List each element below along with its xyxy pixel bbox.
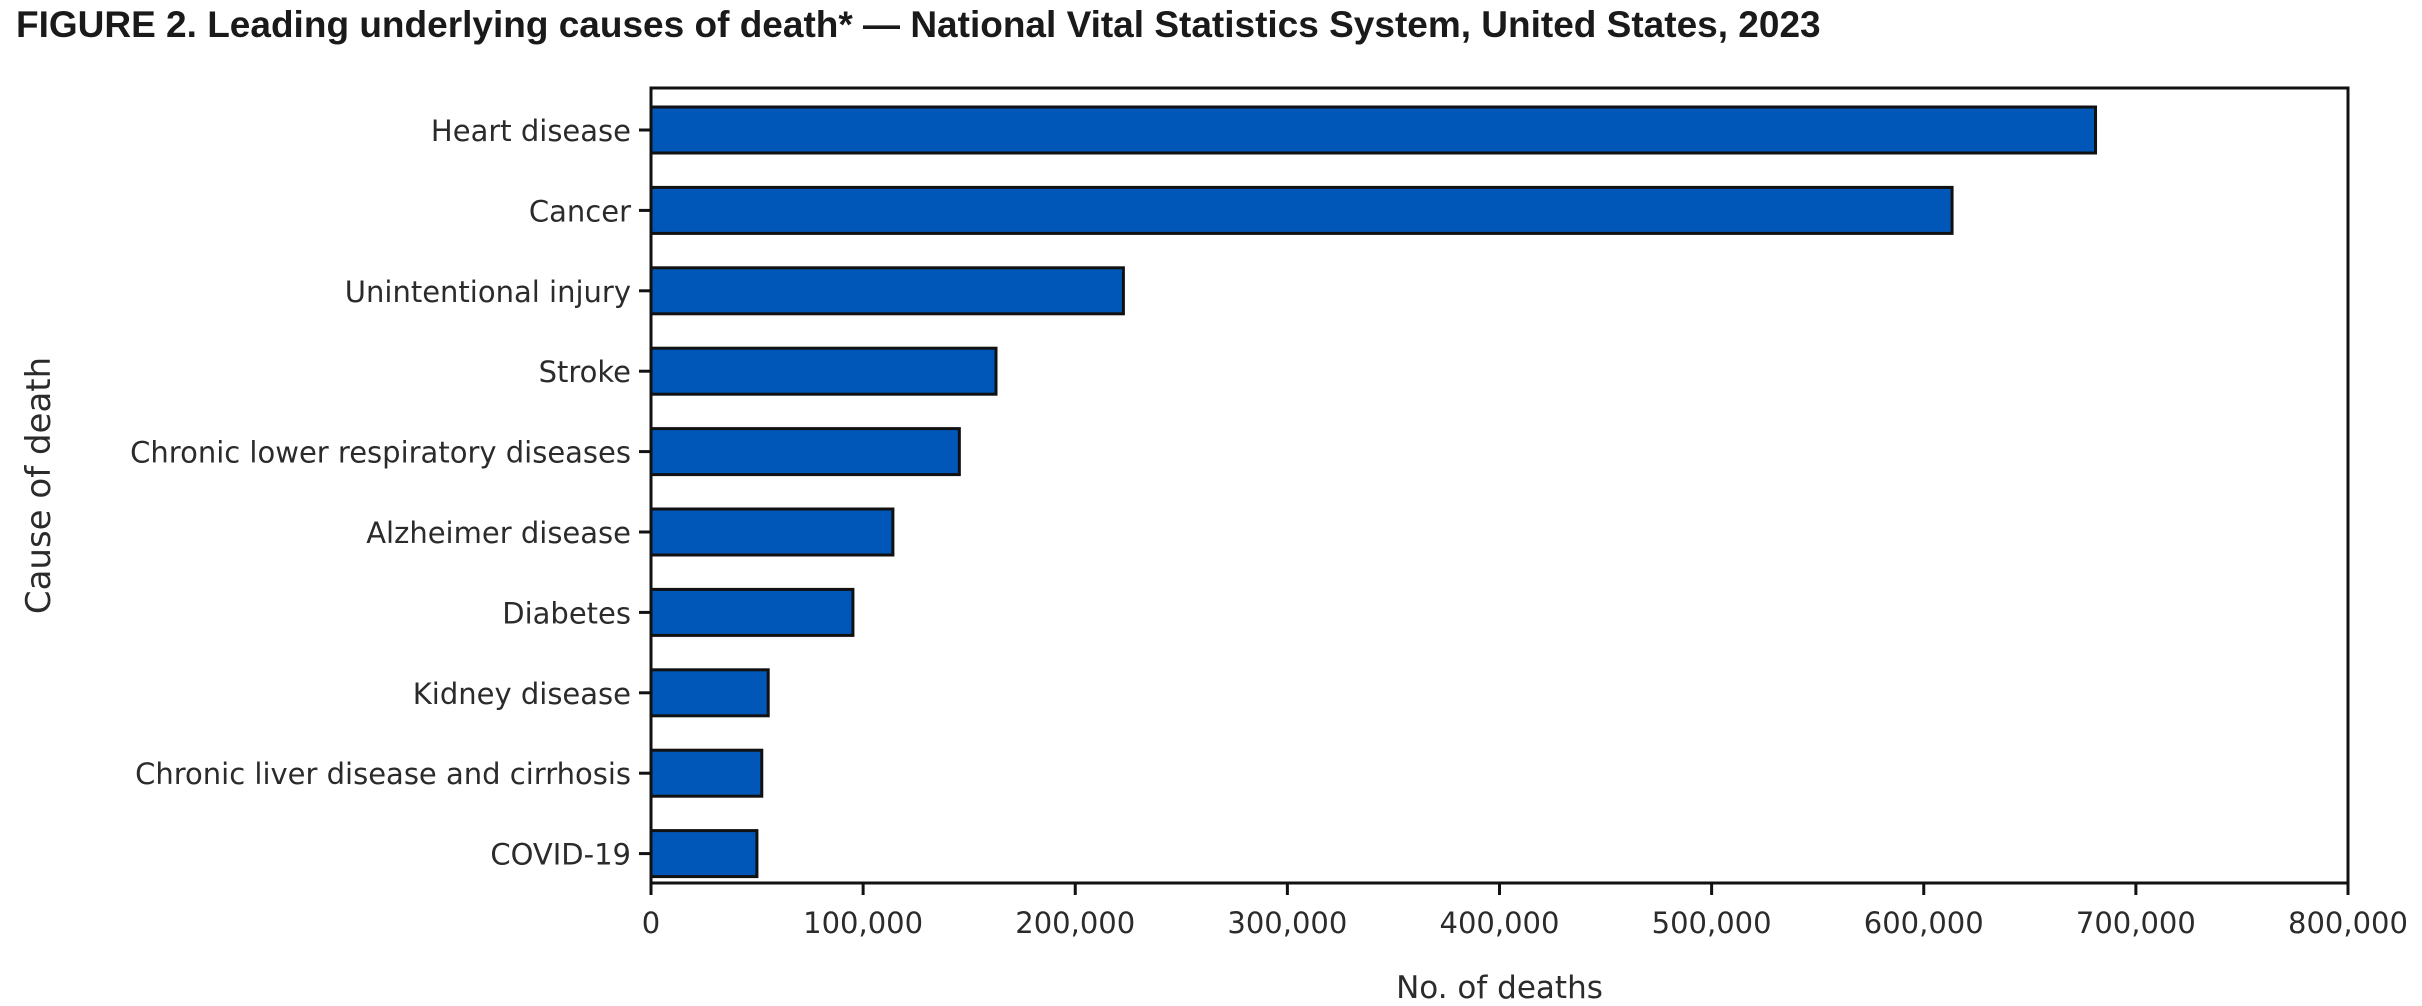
bar-alzheimer-disease [649,507,895,557]
category-label: Chronic liver disease and cirrhosis [135,757,631,791]
figure-title: FIGURE 2. Leading underlying causes of d… [16,4,1821,46]
category-labels: Heart disease Cancer Unintentional injury S… [130,114,651,872]
bar-cancer [649,185,1954,235]
bar-stroke [649,346,998,396]
category-label: Diabetes [502,596,631,630]
bar-chronic-lower-respiratory-diseases [649,427,961,477]
x-tick-label: 300,000 [1227,906,1347,940]
bar-heart-disease [649,105,2098,155]
x-axis-label: No. of deaths [1396,970,1603,1006]
bar-covid-19 [649,829,759,879]
y-axis-label: Cause of death [19,357,59,614]
x-ticks: 0 100,000 200,000 300,000 400,000 500,000 600,… [642,883,2408,940]
category-label: Alzheimer disease [366,516,631,550]
category-label: Stroke [539,355,631,389]
figure-label: FIGURE 2 [16,4,187,45]
bars-group [649,105,2098,879]
category-label: Kidney disease [413,677,631,711]
bar-kidney-disease [649,668,770,718]
x-tick-label: 500,000 [1652,906,1772,940]
x-tick-label: 600,000 [1864,906,1984,940]
category-label: Cancer [529,194,631,228]
category-label: Heart disease [431,114,631,148]
bar-diabetes [649,587,855,637]
figure-title-text: . Leading underlying causes of death* — … [186,4,1821,45]
x-tick-label: 0 [642,906,660,940]
x-tick-label: 800,000 [2288,906,2408,940]
category-label: Unintentional injury [345,275,631,309]
x-tick-label: 400,000 [1440,906,1560,940]
category-label: COVID-19 [490,838,631,872]
bar-unintentional-injury [649,266,1125,316]
x-tick-label: 100,000 [803,906,923,940]
x-tick-label: 200,000 [1015,906,1135,940]
x-tick-label: 700,000 [2076,906,2196,940]
bar-chronic-liver-disease-and-cirrhosis [649,748,764,798]
category-label: Chronic lower respiratory diseases [130,436,631,470]
